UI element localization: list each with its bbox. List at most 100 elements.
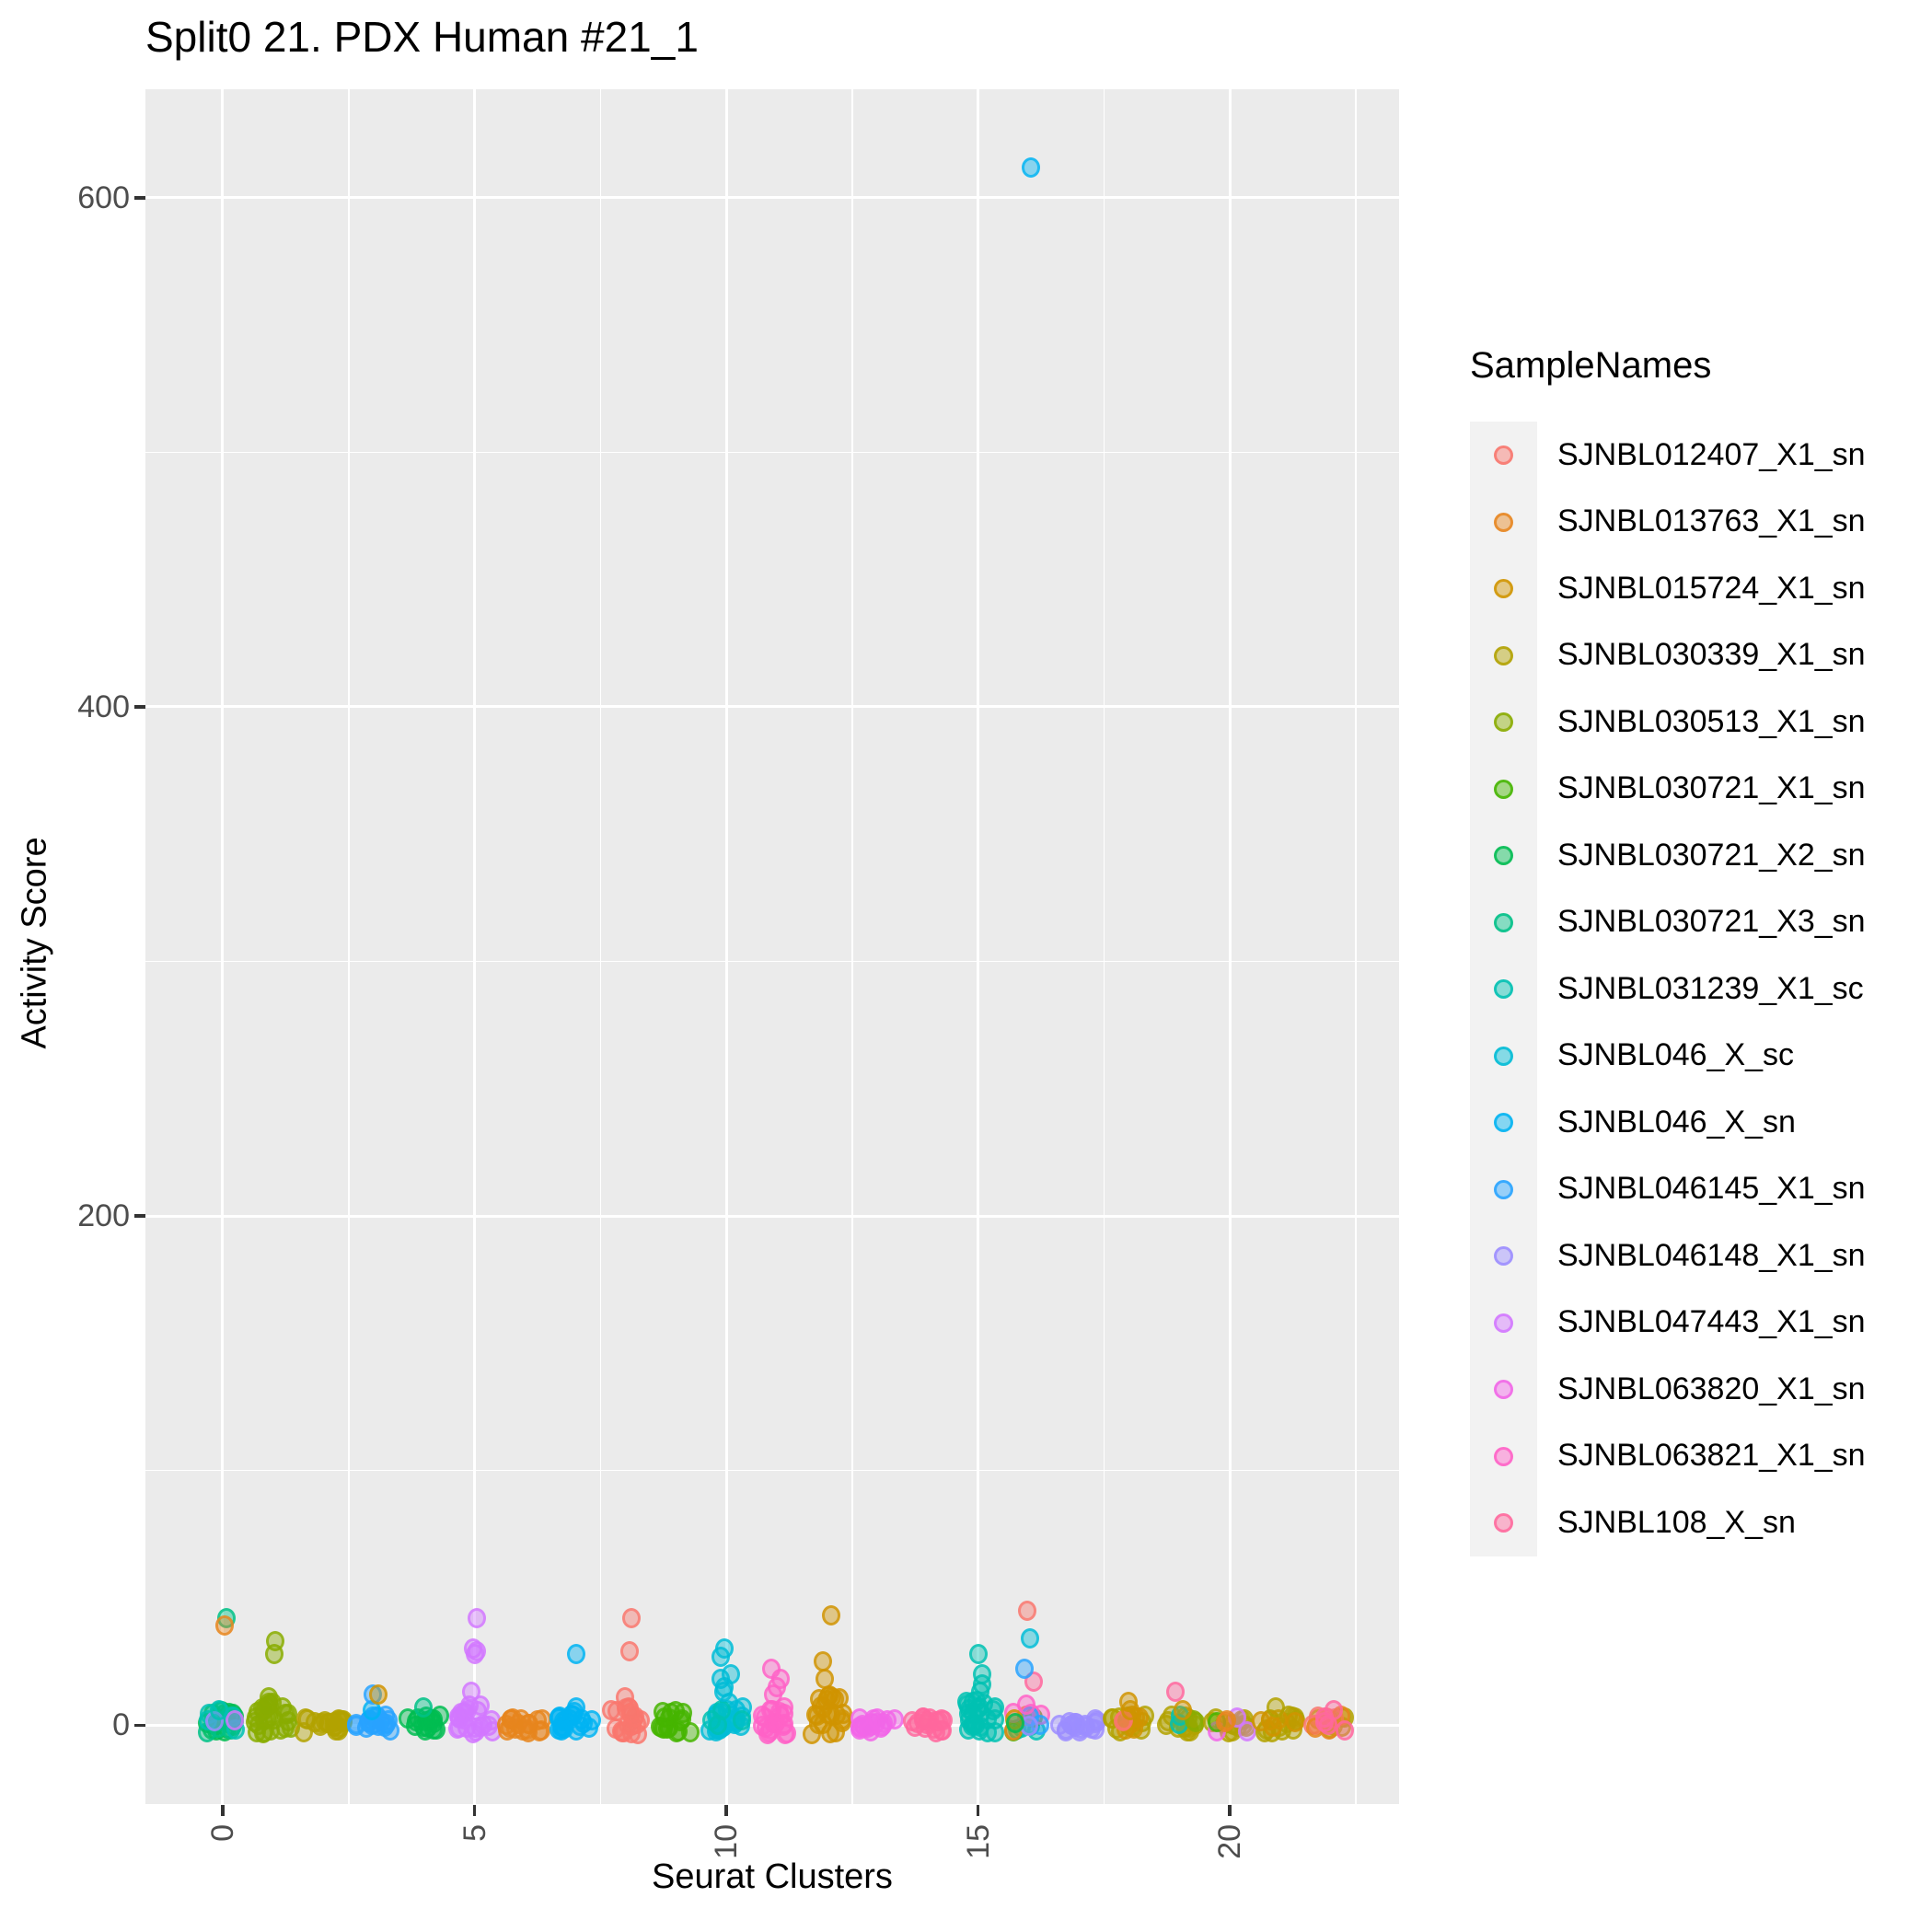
y-tick-label: 0 [112, 1707, 130, 1743]
legend-key [1470, 1422, 1537, 1489]
data-point [324, 1711, 343, 1732]
legend-key [1470, 822, 1537, 889]
legend-point-icon [1494, 1313, 1513, 1333]
data-point [567, 1696, 586, 1718]
data-point [1017, 1695, 1036, 1716]
y-axis-tick [134, 1214, 145, 1218]
legend-point-icon [1494, 1446, 1513, 1466]
gridline-major-y [145, 705, 1399, 709]
x-tick-label: 0 [204, 1824, 240, 1842]
data-point [714, 1638, 734, 1660]
legend-point-icon [1494, 1046, 1513, 1066]
legend-point-icon [1494, 1246, 1513, 1266]
data-point [619, 1641, 639, 1662]
data-point [822, 1605, 841, 1626]
legend-point-icon [1494, 579, 1513, 598]
data-point [414, 1696, 434, 1718]
y-axis-tick [134, 1723, 145, 1727]
y-tick-label: 200 [77, 1198, 130, 1234]
gridline-major-x [977, 89, 980, 1804]
y-axis-tick [134, 705, 145, 709]
legend-title: SampleNames [1470, 345, 1712, 386]
data-point [265, 1630, 284, 1651]
data-point [680, 1722, 700, 1743]
legend-point-icon [1494, 846, 1513, 865]
data-point [1336, 1720, 1354, 1741]
gridline-minor-x [348, 89, 350, 1804]
legend-key [1470, 1089, 1537, 1156]
data-point [986, 1696, 1005, 1718]
y-tick-label: 600 [77, 179, 130, 215]
data-point [368, 1684, 388, 1706]
data-point [295, 1707, 315, 1729]
legend-label: SJNBL108_X_sn [1557, 1504, 1796, 1540]
legend-key [1470, 1022, 1537, 1089]
x-axis-tick [1228, 1805, 1232, 1816]
x-axis-tick [472, 1805, 477, 1816]
data-point [1325, 1699, 1344, 1720]
data-point [450, 1706, 469, 1728]
data-point [209, 1699, 228, 1720]
legend-label: SJNBL046_X_sc [1557, 1037, 1795, 1073]
gridline-major-y [145, 1214, 1399, 1218]
x-axis-title: Seurat Clusters [652, 1857, 893, 1896]
legend-point-icon [1494, 1179, 1513, 1199]
legend-point-icon [1494, 1113, 1513, 1132]
data-point [1218, 1710, 1237, 1731]
data-point [924, 1718, 943, 1740]
y-axis-title: Activity Score [15, 837, 54, 1049]
legend-label: SJNBL015724_X1_sn [1557, 570, 1866, 606]
plot-panel [145, 89, 1399, 1804]
legend-label: SJNBL046_X_sn [1557, 1104, 1796, 1140]
data-point [817, 1689, 837, 1710]
legend-key [1470, 955, 1537, 1023]
y-axis-tick [134, 196, 145, 200]
gridline-major-x [473, 89, 477, 1804]
data-point [733, 1709, 752, 1730]
legend-key [1470, 555, 1537, 622]
legend-item: SJNBL046_X_sc [1470, 1022, 1866, 1089]
legend-item: SJNBL063820_X1_sn [1470, 1356, 1866, 1423]
data-point [972, 1663, 991, 1684]
gridline-minor-y [145, 451, 1399, 454]
data-point [711, 1699, 731, 1720]
data-point [660, 1708, 679, 1730]
legend-item: SJNBL063821_X1_sn [1470, 1422, 1866, 1489]
legend-key [1470, 422, 1537, 489]
data-point [1166, 1682, 1186, 1703]
data-point [958, 1695, 978, 1716]
legend-label: SJNBL030513_X1_sn [1557, 703, 1866, 739]
legend-item: SJNBL046148_X1_sn [1470, 1222, 1866, 1290]
y-tick-label: 400 [77, 688, 130, 724]
legend-point-icon [1494, 1380, 1513, 1399]
legend-item: SJNBL030721_X1_sn [1470, 755, 1866, 822]
legend-key [1470, 688, 1537, 756]
data-point [873, 1712, 893, 1733]
data-point [722, 1663, 741, 1684]
data-point [461, 1682, 480, 1703]
data-point [777, 1722, 796, 1743]
legend-item: SJNBL012407_X1_sn [1470, 422, 1866, 489]
legend-item: SJNBL030721_X3_sn [1470, 888, 1866, 955]
legend: SampleNames SJNBL012407_X1_sn SJNBL013763… [1470, 345, 1866, 1556]
legend-item: SJNBL047443_X1_sn [1470, 1289, 1866, 1356]
legend-label: SJNBL046148_X1_sn [1557, 1237, 1866, 1273]
data-point [1118, 1692, 1138, 1713]
legend-label: SJNBL047443_X1_sn [1557, 1304, 1866, 1340]
data-point [615, 1722, 634, 1743]
legend-label: SJNBL031239_X1_sc [1557, 970, 1864, 1006]
legend-point-icon [1494, 979, 1513, 999]
data-point [850, 1708, 870, 1730]
data-point [225, 1710, 244, 1731]
legend-point-icon [1494, 912, 1513, 932]
legend-key [1470, 1489, 1537, 1556]
legend-key [1470, 1222, 1537, 1290]
legend-item: SJNBL030339_X1_sn [1470, 621, 1866, 688]
gridline-major-y [145, 196, 1399, 200]
data-point [253, 1723, 272, 1744]
gridline-minor-x [851, 89, 853, 1804]
gridline-minor-x [599, 89, 602, 1804]
legend-key [1470, 1289, 1537, 1356]
legend-label: SJNBL063820_X1_sn [1557, 1371, 1866, 1406]
data-point [346, 1715, 365, 1736]
